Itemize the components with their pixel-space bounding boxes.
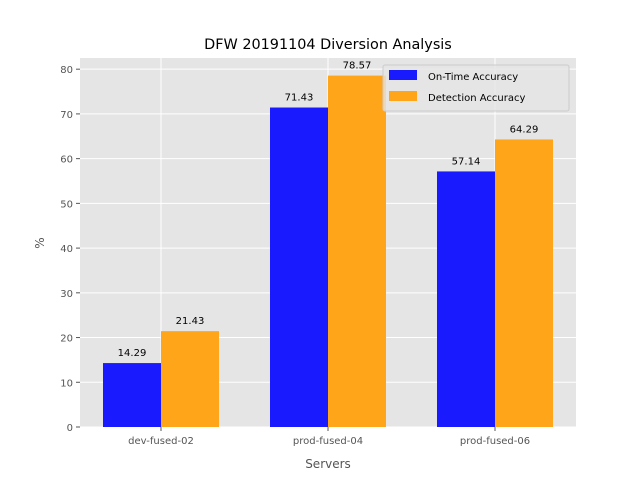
data-label: 14.29 <box>118 348 147 359</box>
x-tick-label: dev-fused-02 <box>128 436 194 447</box>
y-tick-label: 20 <box>60 334 73 345</box>
y-tick-label: 10 <box>60 378 73 389</box>
y-tick-label: 0 <box>67 423 73 434</box>
y-tick-label: 30 <box>60 289 73 300</box>
bars <box>103 75 553 427</box>
y-axis-title: % <box>33 237 47 248</box>
data-label: 21.43 <box>176 316 205 327</box>
bar-on-time <box>437 171 495 427</box>
data-label: 78.57 <box>343 61 372 72</box>
y-tick-label: 80 <box>60 65 73 76</box>
legend-label-detection: Detection Accuracy <box>428 93 525 104</box>
bar-detection <box>328 75 386 427</box>
x-axis-title: Servers <box>305 457 351 471</box>
legend-box <box>382 64 570 112</box>
legend-label-on-time: On-Time Accuracy <box>428 72 518 83</box>
y-tick-label: 60 <box>60 155 73 166</box>
x-tick-label: prod-fused-04 <box>293 436 363 447</box>
bar-on-time <box>270 107 328 427</box>
y-axis: 0 10 20 30 40 50 60 70 80 <box>60 65 80 434</box>
data-label: 71.43 <box>285 93 314 104</box>
data-label: 57.14 <box>452 156 481 167</box>
bar-on-time <box>103 363 161 427</box>
y-tick-label: 70 <box>60 110 73 121</box>
y-tick-label: 50 <box>60 199 73 210</box>
x-tick-label: prod-fused-06 <box>460 436 530 447</box>
y-tick-label: 40 <box>60 244 73 255</box>
legend: On-Time Accuracy Detection Accuracy <box>382 64 570 112</box>
x-axis: dev-fused-02 prod-fused-04 prod-fused-06 <box>128 427 530 447</box>
data-label: 64.29 <box>510 124 539 135</box>
data-labels: 14.29 21.43 71.43 78.57 57.14 64.29 <box>118 61 539 360</box>
legend-swatch-detection <box>389 91 417 101</box>
bar-detection <box>495 139 553 427</box>
bar-detection <box>161 331 219 427</box>
chart-title: DFW 20191104 Diversion Analysis <box>204 37 452 53</box>
legend-swatch-on-time <box>389 70 417 80</box>
